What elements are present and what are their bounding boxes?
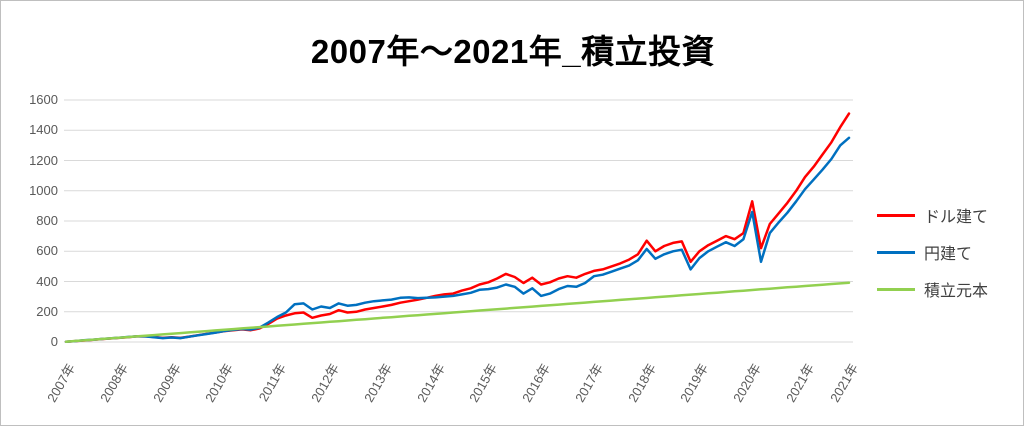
chart-title: 2007年～2021年_積立投資 bbox=[310, 33, 716, 70]
y-axis-tick-label: 1400 bbox=[29, 122, 58, 138]
y-axis-tick-label: 200 bbox=[36, 303, 58, 319]
y-axis-tick-label: 1600 bbox=[29, 92, 58, 107]
jpy-line-swatch bbox=[877, 250, 915, 254]
legend-label-principal: 積立元本 bbox=[924, 283, 989, 300]
series-line-usd bbox=[64, 112, 851, 343]
legend-item-principal: 積立元本 bbox=[877, 280, 1017, 300]
y-axis-tick-label: 800 bbox=[36, 213, 58, 228]
y-axis-tick-label: 1200 bbox=[29, 152, 58, 168]
usd-line-swatch bbox=[877, 213, 915, 217]
legend-item-usd: ドル建て bbox=[877, 206, 1017, 226]
legend-item-jpy: 円建て bbox=[877, 243, 1017, 263]
legend-label-usd: ドル建て bbox=[924, 209, 989, 226]
y-axis-tick-label: 400 bbox=[36, 273, 58, 289]
y-axis-tick-label: 600 bbox=[36, 243, 58, 259]
series-line-jpy bbox=[64, 136, 851, 343]
y-axis-tick-label: 0 bbox=[50, 334, 58, 349]
principal-line-swatch bbox=[877, 287, 915, 291]
legend-label-jpy: 円建て bbox=[924, 246, 973, 263]
series-line-principal bbox=[64, 281, 851, 343]
legend: ドル建て 円建て 積立元本 bbox=[877, 206, 1017, 317]
y-axis-tick-label: 1000 bbox=[29, 182, 58, 198]
